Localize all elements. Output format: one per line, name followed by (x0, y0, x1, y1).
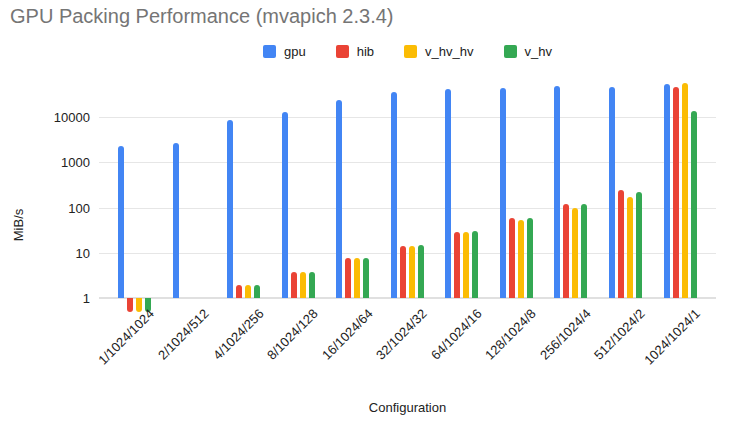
y-tick-label: 100 (68, 200, 90, 215)
bar-hib[interactable] (236, 285, 242, 298)
bar-gpu[interactable] (500, 88, 506, 298)
bar-gpu[interactable] (445, 89, 451, 298)
gpu-packing-chart: GPU Packing Performance (mvapich 2.3.4) … (0, 0, 730, 430)
gridline (99, 162, 716, 163)
y-tick-label: 10 (76, 245, 90, 260)
x-tick-label: 8/1024/128 (264, 306, 321, 363)
bar-v_hv[interactable] (691, 111, 697, 298)
bar-v_hv_hv[interactable] (627, 197, 633, 298)
gridline (99, 117, 716, 118)
y-axis-title: MiB/s (11, 209, 26, 242)
legend-swatch-v_hv_hv (404, 45, 417, 58)
legend-swatch-v_hv (504, 45, 517, 58)
y-tick-label: 1000 (61, 155, 90, 170)
bar-v_hv[interactable] (472, 231, 478, 298)
x-tick-label: 64/1024/16 (428, 306, 485, 363)
bar-v_hv_hv[interactable] (245, 285, 251, 298)
x-tick-label: 1/1024/1024 (95, 306, 157, 368)
bar-hib[interactable] (400, 246, 406, 298)
legend-label: v_hv (525, 44, 552, 59)
plot-area: 1101001000100001/1024/10242/1024/5124/10… (99, 72, 716, 298)
y-tick-label: 10000 (54, 110, 90, 125)
bar-v_hv_hv[interactable] (354, 258, 360, 298)
bar-gpu[interactable] (391, 92, 397, 298)
bar-v_hv[interactable] (527, 218, 533, 298)
legend-label: gpu (284, 44, 306, 59)
bar-gpu[interactable] (282, 112, 288, 298)
bar-hib[interactable] (509, 218, 515, 298)
bar-v_hv[interactable] (636, 192, 642, 298)
bar-v_hv_hv[interactable] (300, 272, 306, 298)
legend: gpu hib v_hv_hv v_hv (99, 42, 716, 60)
bar-hib[interactable] (345, 258, 351, 298)
bar-v_hv_hv[interactable] (463, 232, 469, 298)
bar-v_hv[interactable] (254, 285, 260, 298)
bar-hib[interactable] (563, 204, 569, 298)
bar-gpu[interactable] (227, 120, 233, 298)
bar-v_hv[interactable] (309, 272, 315, 298)
bar-gpu[interactable] (118, 146, 124, 298)
bar-hib[interactable] (291, 272, 297, 298)
x-tick-label: 128/1024/8 (482, 306, 539, 363)
bar-gpu[interactable] (664, 84, 670, 298)
legend-swatch-gpu (263, 45, 276, 58)
bar-v_hv[interactable] (581, 204, 587, 298)
bar-gpu[interactable] (336, 100, 342, 298)
bar-v_hv_hv[interactable] (518, 220, 524, 298)
x-axis-title: Configuration (99, 400, 716, 415)
legend-item-v_hv[interactable]: v_hv (504, 44, 552, 59)
x-tick-label: 32/1024/32 (373, 306, 430, 363)
x-tick-label: 256/1024/4 (537, 306, 594, 363)
bar-v_hv[interactable] (418, 245, 424, 298)
bar-v_hv_hv[interactable] (682, 83, 688, 298)
legend-item-v_hv_hv[interactable]: v_hv_hv (404, 44, 473, 59)
bar-hib[interactable] (127, 298, 133, 312)
x-tick-label: 16/1024/64 (319, 306, 376, 363)
y-tick-label: 1 (83, 291, 90, 306)
x-tick-label: 512/1024/2 (591, 306, 648, 363)
legend-item-hib[interactable]: hib (336, 44, 374, 59)
bar-v_hv_hv[interactable] (572, 208, 578, 298)
legend-label: hib (357, 44, 374, 59)
bar-gpu[interactable] (554, 86, 560, 298)
legend-label: v_hv_hv (425, 44, 473, 59)
x-tick-label: 1024/1024/1 (641, 306, 703, 368)
bar-v_hv[interactable] (363, 258, 369, 298)
bar-hib[interactable] (673, 87, 679, 298)
legend-item-gpu[interactable]: gpu (263, 44, 306, 59)
chart-title: GPU Packing Performance (mvapich 2.3.4) (10, 5, 394, 28)
legend-swatch-hib (336, 45, 349, 58)
x-tick-label: 4/1024/256 (210, 306, 267, 363)
x-tick-label: 2/1024/512 (155, 306, 212, 363)
bar-hib[interactable] (618, 190, 624, 298)
bar-gpu[interactable] (173, 143, 179, 298)
bar-hib[interactable] (454, 232, 460, 298)
bar-gpu[interactable] (609, 87, 615, 298)
bar-v_hv_hv[interactable] (409, 246, 415, 298)
